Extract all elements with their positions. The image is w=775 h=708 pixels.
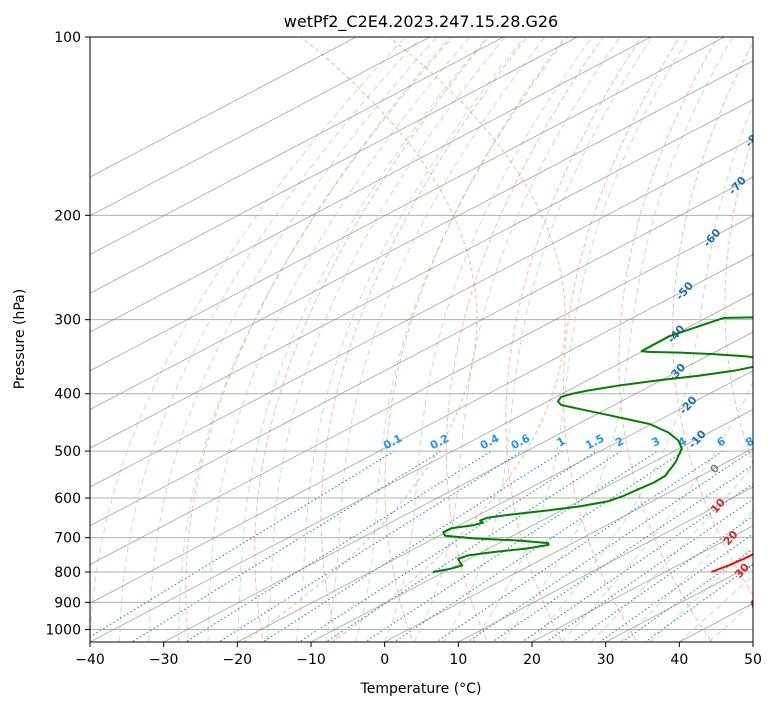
chart-title: wetPf2_C2E4.2023.247.15.28.G26: [284, 12, 558, 32]
isotherm-line: [90, 37, 579, 294]
isotherm-label: -80: [743, 126, 766, 150]
x-tick-label: 20: [523, 652, 541, 668]
isotherm-line: [90, 37, 726, 372]
y-tick-label: 300: [54, 313, 81, 329]
moist-adiabats-layer: [90, 37, 753, 642]
dry-adiabat: [384, 37, 566, 642]
series-line-dewpoint: [432, 316, 753, 573]
isotherm-line: [383, 447, 753, 642]
isotherm-line: [457, 486, 753, 642]
dry-adiabat: [320, 37, 528, 642]
isotherm-line: [310, 409, 753, 642]
isotherm-line: [90, 176, 753, 527]
moist-adiabat: [502, 37, 734, 642]
moist-adiabat: [119, 37, 422, 642]
isotherm-grid: [90, 37, 753, 642]
x-tick-label: 40: [670, 652, 688, 668]
x-axis-label: Temperature (°C): [360, 681, 482, 697]
moist-adiabat: [561, 380, 753, 642]
moist-adiabat: [354, 37, 568, 642]
dry-adiabat: [562, 37, 681, 642]
isotherm-line: [90, 254, 753, 604]
moist-adiabat: [620, 510, 753, 642]
y-tick-label: 700: [54, 531, 81, 547]
moist-adiabat: [177, 37, 454, 642]
dry-adiabat: [254, 37, 490, 642]
moist-adiabat: [295, 37, 525, 642]
dry-adiabat: [185, 37, 452, 642]
isotherm-line: [90, 60, 753, 410]
series-layer: [432, 316, 753, 573]
y-tick-label: 900: [54, 595, 81, 611]
y-axis: 100 200 300 400 500 600 700 800 900 1000: [45, 30, 90, 638]
isotherm-line: [90, 137, 753, 488]
x-axis: −40 −30 −20 −10 0 10 20 30 40 50: [75, 642, 762, 668]
isobar-grid: [90, 37, 753, 630]
moist-adiabat: [207, 37, 471, 642]
x-tick-label: −30: [149, 652, 179, 668]
x-tick-label: −20: [223, 652, 253, 668]
y-tick-label: 1000: [45, 622, 81, 638]
x-tick-label: 10: [449, 652, 467, 668]
mixing-ratio-label: 8: [743, 434, 756, 449]
moist-adiabat: [590, 464, 753, 642]
x-tick-label: −10: [296, 652, 326, 668]
isotherm-line: [90, 37, 358, 178]
isotherm-line: [162, 331, 753, 642]
moist-adiabat: [472, 37, 690, 642]
x-tick-label: 30: [597, 652, 615, 668]
moist-adiabat: [90, 37, 406, 642]
moist-adiabat: [443, 37, 653, 642]
dry-adiabat: [618, 37, 719, 642]
x-tick-label: −40: [75, 652, 105, 668]
y-tick-label: 100: [54, 30, 81, 46]
moist-adiabat: [325, 37, 546, 642]
plot-area: -100-90-80-70-60-50-40-30-20-10010203040…: [90, 37, 767, 642]
y-tick-label: 400: [54, 387, 81, 403]
moist-adiabat: [384, 37, 593, 642]
moist-adiabat: [148, 37, 438, 642]
y-axis-label: Pressure (hPa): [12, 289, 28, 389]
y-tick-label: 600: [54, 491, 81, 507]
isotherm-line: [236, 370, 753, 642]
x-tick-label: 50: [744, 652, 762, 668]
moist-adiabat: [236, 37, 488, 642]
isotherm-line: [90, 37, 505, 255]
y-tick-label: 500: [54, 444, 81, 460]
moist-adiabat: [678, 575, 753, 642]
x-tick-label: 0: [380, 652, 389, 668]
plot-frame: [89, 36, 754, 643]
moist-adiabat: [649, 545, 753, 642]
y-tick-label: 200: [54, 208, 81, 224]
isotherm-label: 40: [747, 592, 767, 612]
isotherm-line: [90, 215, 753, 565]
y-tick-label: 800: [54, 565, 81, 581]
isotherm-line: [90, 37, 431, 217]
moist-adiabat: [266, 37, 506, 642]
isotherm-line: [531, 525, 753, 642]
isotherm-line: [90, 99, 753, 449]
